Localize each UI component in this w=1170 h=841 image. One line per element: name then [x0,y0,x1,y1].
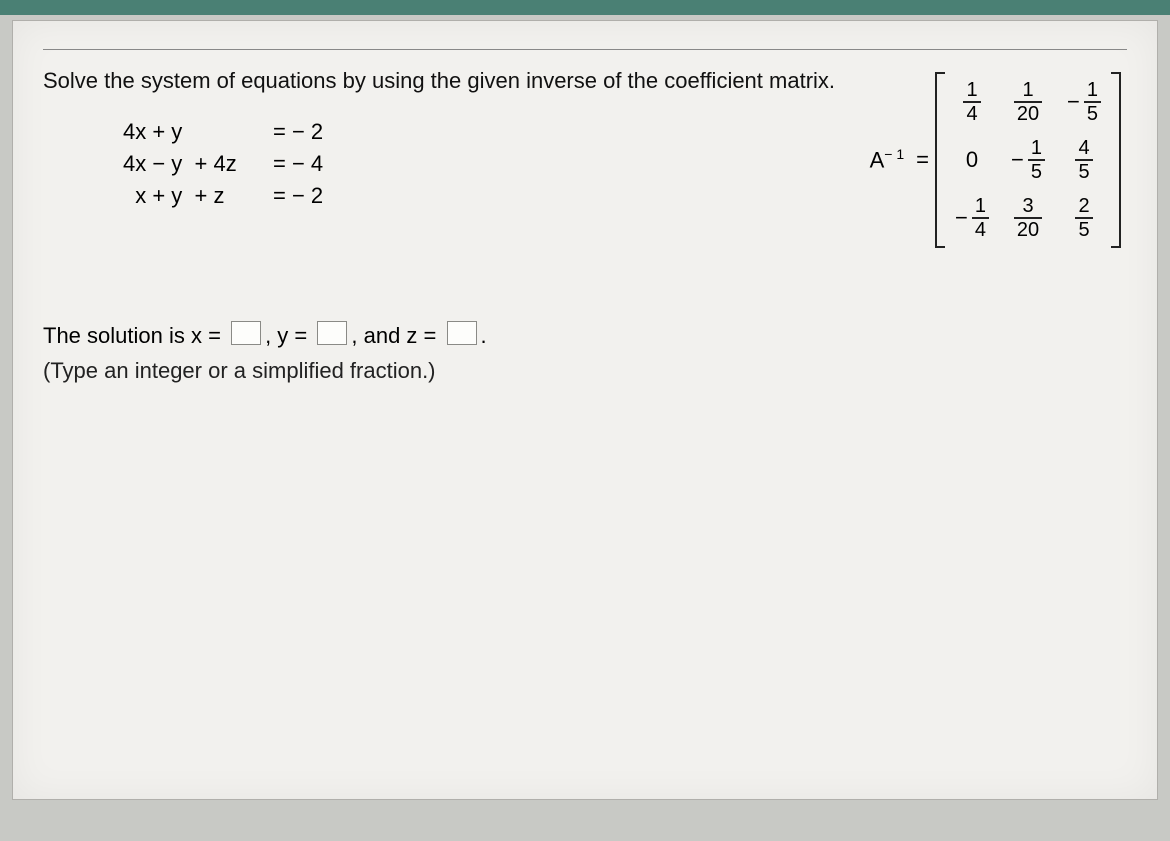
equation-rhs: = − 4 [273,148,343,180]
equals-sign: = [916,147,929,173]
matrix-cell: −14 [953,196,991,240]
answer-line: The solution is x = , y = , and z = . [43,318,1127,353]
answer-text-mid1: , y = [265,323,307,348]
matrix-cell: −15 [1065,80,1103,124]
y-input[interactable] [317,321,347,345]
matrix-cell: 45 [1065,138,1103,182]
equation-lhs: x + y + z [123,180,273,212]
answer-text-post: . [481,323,487,348]
equation-row: x + y + z = − 2 [123,180,870,212]
matrix-label-exp: − 1 [884,146,904,162]
answer-hint: (Type an integer or a simplified fractio… [43,353,1127,388]
bracket-right [1111,72,1121,248]
x-input[interactable] [231,321,261,345]
bracket-left [935,72,945,248]
answer-text-mid2: , and z = [351,323,436,348]
equation-lhs: 4x − y + 4z [123,148,273,180]
question-panel: Solve the system of equations by using t… [12,20,1158,800]
top-rule [43,49,1127,50]
matrix-cell: 0 [953,147,991,173]
answer-text-pre: The solution is x = [43,323,221,348]
equation-lhs: 4x + y [123,116,273,148]
equation-system: 4x + y = − 2 4x − y + 4z = − 4 x + y + z… [123,116,870,212]
equation-row: 4x − y + 4z = − 4 [123,148,870,180]
equation-rhs: = − 2 [273,116,343,148]
matrix-label-A: A [870,148,885,173]
prompt-text: Solve the system of equations by using t… [43,68,870,94]
inverse-matrix: A− 1 = 14 120 −15 0 −15 45 −14 320 25 [870,72,1121,248]
matrix-cell: 25 [1065,196,1103,240]
equation-row: 4x + y = − 2 [123,116,870,148]
matrix-cell: 14 [953,80,991,124]
z-input[interactable] [447,321,477,345]
matrix-cell: 120 [1009,80,1047,124]
matrix-cell: −15 [1009,138,1047,182]
matrix-cell: 320 [1009,196,1047,240]
equation-rhs: = − 2 [273,180,343,212]
